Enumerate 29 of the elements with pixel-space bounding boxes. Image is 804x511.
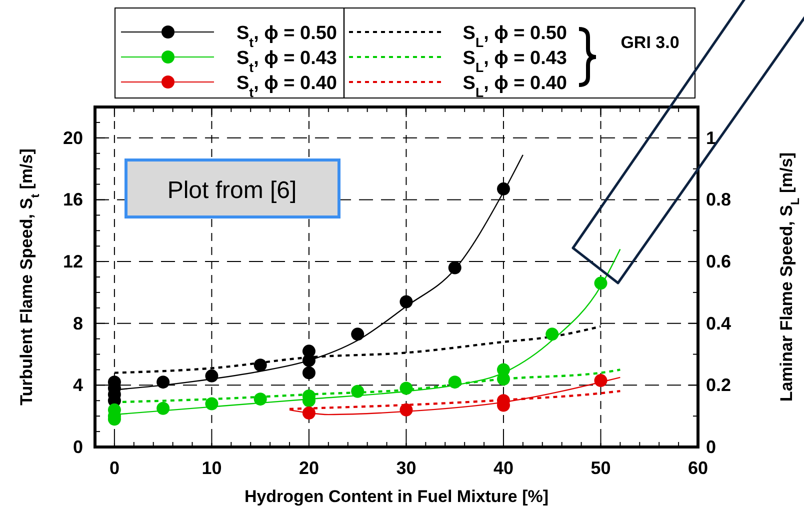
y-tick-label: 8 — [72, 313, 83, 334]
x-axis-title: Hydrogen Content in Fuel Mixture [%] — [244, 487, 549, 506]
legend-label: S$_{t}$, ϕ = 0.50 — [236, 23, 337, 50]
legend-label: S$_{t}$, ϕ = 0.43 — [236, 48, 337, 74]
text: GRI 3.0 — [620, 33, 680, 52]
x-tick-label: 20 — [298, 458, 319, 478]
y2-tick-label: 0 — [706, 437, 716, 457]
x-tick-label: 30 — [396, 458, 416, 478]
legend-label: S$_{L}$, ϕ = 0.40 — [462, 73, 567, 100]
x-tick-label: 60 — [688, 458, 708, 478]
y2-tick-label: 0.8 — [706, 190, 732, 210]
y2-tick-label: 1 — [706, 128, 716, 148]
legend-label: S$_{t}$, ϕ = 0.40 — [236, 73, 337, 100]
y2-tick-label: 0.4 — [706, 313, 732, 334]
y-tick-label: 0 — [72, 437, 83, 457]
y2-tick-label: 0.6 — [706, 252, 732, 272]
note-box: Plot from [6] — [124, 158, 340, 218]
x-tick-label: 10 — [202, 458, 222, 478]
x-tick-label: 0 — [109, 458, 120, 478]
legend-label: S$_{L}$, ϕ = 0.43 — [462, 48, 567, 74]
x-tick-label: 40 — [493, 458, 514, 478]
y2-tick-label: 0.2 — [706, 375, 732, 396]
legend-label: S$_{L}$, ϕ = 0.50 — [462, 23, 567, 50]
y-tick-label: 20 — [62, 128, 83, 148]
annotation: Plot from [6] — [167, 177, 297, 204]
y-tick-label: 12 — [62, 252, 83, 272]
x-tick-label: 50 — [590, 458, 611, 478]
y-tick-label: 4 — [72, 375, 83, 396]
y-tick-label: 16 — [62, 190, 83, 210]
